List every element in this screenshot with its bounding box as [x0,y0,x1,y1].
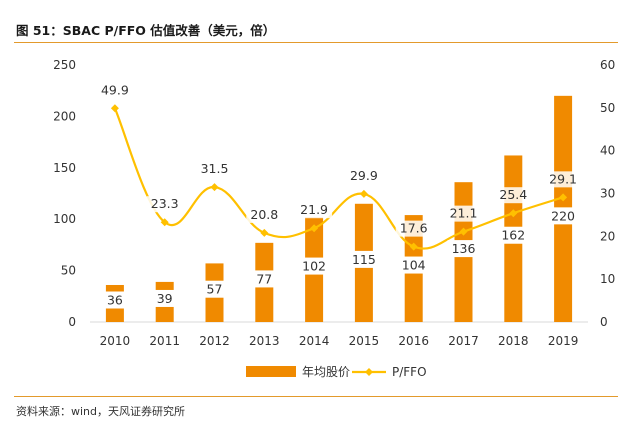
bar-value-label: 162 [501,228,525,243]
x-tick-label: 2014 [299,334,330,348]
line-value-label: 21.1 [450,206,478,221]
pffo-point [310,224,319,233]
x-tick-label: 2013 [249,334,280,348]
y-left-tick-label: 200 [53,109,76,123]
x-tick-label: 2019 [548,334,579,348]
y-right-tick-label: 50 [600,101,615,115]
line-label-bg [96,82,133,99]
bar-value-label: 57 [207,282,223,297]
bar-value-label: 136 [452,241,476,256]
line-value-label: 20.8 [250,207,278,222]
pffo-point [559,193,568,202]
bar-label-bg [102,291,127,309]
line-label-bg [146,196,183,213]
x-tick-label: 2017 [448,334,479,348]
y-right-tick-label: 30 [600,187,615,201]
bar-label-bg [152,289,177,307]
bar-label-bg [347,250,380,268]
legend-swatch-bar [246,366,296,377]
bar-value-label: 39 [157,291,173,306]
bar-value-label: 220 [551,208,575,223]
bar-label-bg [202,280,227,298]
pffo-point [459,227,468,236]
pffo-point [359,189,368,198]
x-tick-label: 2011 [149,334,180,348]
y-right-tick-label: 20 [600,229,615,243]
pffo-point [210,183,219,192]
y-right-tick-label: 40 [600,144,615,158]
line-value-label: 29.1 [549,171,577,186]
legend-label-bar: 年均股价 [302,365,350,379]
y-right-tick-label: 60 [600,58,615,72]
line-label-bg [345,167,382,184]
pffo-point [260,228,269,237]
bar-label-bg [397,256,430,274]
chart-title: 图 51：SBAC P/FFO 估值改善（美元，倍） [16,23,276,38]
title-divider [14,42,618,43]
pffo-point [160,218,169,227]
source-note: 资料来源：wind，天风证券研究所 [16,405,186,418]
x-tick-label: 2016 [398,334,429,348]
bar-value-label: 115 [352,252,376,267]
line-label-bg [395,220,432,237]
bar-label-bg [497,226,530,244]
bar-label-bg [447,240,480,258]
y-right-tick-label: 10 [600,272,615,286]
source-divider [14,396,618,397]
y-right-tick-label: 0 [600,315,608,329]
line-value-label: 23.3 [151,196,179,211]
pffo-point [509,209,518,218]
x-tick-label: 2010 [100,334,131,348]
line-label-bg [296,202,333,219]
line-label-bg [445,205,482,222]
x-tick-label: 2015 [349,334,380,348]
line-value-label: 25.4 [499,187,527,202]
bar-label-bg [298,257,331,275]
legend-swatch-marker [365,368,373,376]
line-value-label: 31.5 [201,161,229,176]
line-value-label: 21.9 [300,202,328,217]
y-left-tick-label: 250 [53,58,76,72]
y-left-tick-label: 150 [53,161,76,175]
pffo-line [113,107,564,250]
bar-label-bg [547,207,580,225]
line-label-bg [545,171,582,188]
x-tick-label: 2012 [199,334,230,348]
bar-label-bg [252,270,277,288]
bar-value-label: 104 [402,258,426,273]
y-left-tick-label: 100 [53,212,76,226]
line-value-label: 49.9 [101,82,129,97]
line-value-label: 29.9 [350,168,378,183]
y-left-tick-label: 0 [68,315,76,329]
y-left-tick-label: 50 [61,264,76,278]
x-tick-label: 2018 [498,334,529,348]
bar-value-label: 102 [302,259,326,274]
line-label-bg [495,187,532,204]
bar-value-label: 77 [256,271,272,286]
line-label-bg [196,161,233,178]
pffo-point [110,104,119,113]
bar-value-label: 36 [107,292,123,307]
line-label-bg [246,206,283,223]
legend-label-line: P/FFO [392,365,427,379]
line-value-label: 17.6 [400,221,428,236]
pffo-point [409,242,418,251]
